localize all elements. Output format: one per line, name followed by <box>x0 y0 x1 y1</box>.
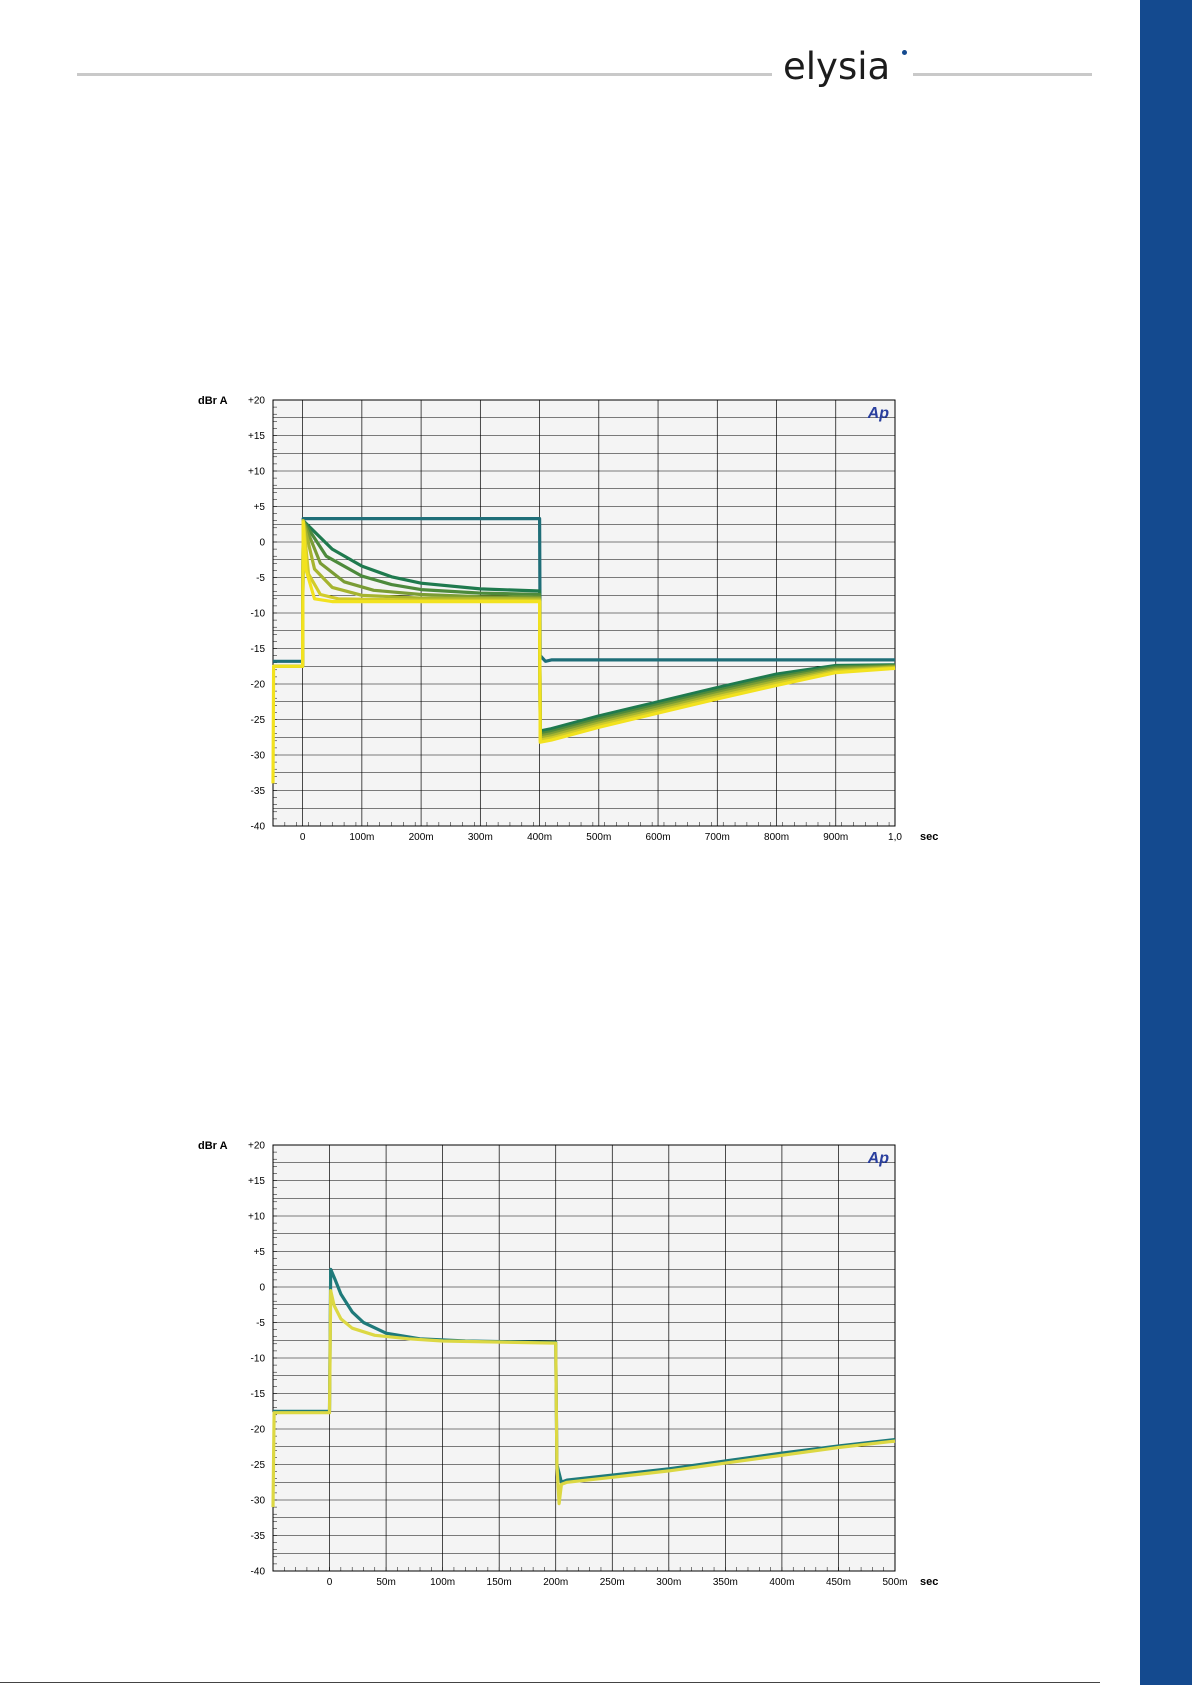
y-tick-label: -15 <box>251 1389 266 1400</box>
x-axis-label: sec <box>920 1576 938 1588</box>
x-tick-label: 600m <box>646 832 671 843</box>
chart-attack-release-500ms: +20 +15 +10 +5 0 -5 -10 -15 -20 -25 -30 -35 -40 0 50m 1… <box>198 1140 938 1588</box>
x-tick-label: 0 <box>300 832 306 843</box>
x-tick-label: 400m <box>527 832 552 843</box>
y-tick-label: +5 <box>254 1247 266 1258</box>
x-tick-label: 200m <box>543 1577 568 1588</box>
ap-logo-icon: Ap <box>867 405 890 422</box>
y-tick-label: -40 <box>251 822 266 833</box>
x-tick-label: 300m <box>468 832 493 843</box>
y-tick-label: +15 <box>248 1176 265 1187</box>
side-band <box>1140 0 1192 1685</box>
x-tick-label: 0 <box>327 1577 333 1588</box>
y-tick-label: -15 <box>251 644 266 655</box>
y-tick-label: -20 <box>251 680 266 691</box>
plot-frame <box>272 399 896 827</box>
x-tick-label: 450m <box>826 1577 851 1588</box>
x-tick-label: 1,0 <box>888 832 902 843</box>
x-axis-label: sec <box>920 831 938 843</box>
y-tick-label: -10 <box>251 609 266 620</box>
series-line-6 <box>271 520 896 784</box>
y-tick-label: -5 <box>256 573 265 584</box>
y-axis-label: dBr A <box>198 395 228 407</box>
x-tick-label: 300m <box>656 1577 681 1588</box>
y-tick-label: -25 <box>251 1460 266 1471</box>
y-axis-label: dBr A <box>198 1140 228 1152</box>
series-line-1 <box>273 519 896 733</box>
x-tick-label: 50m <box>376 1577 395 1588</box>
y-tick-label: -35 <box>251 1531 266 1542</box>
x-tick-label: 100m <box>430 1577 455 1588</box>
y-tick-label: +5 <box>254 502 266 513</box>
x-tick-label: 150m <box>487 1577 512 1588</box>
x-tick-label: 800m <box>764 832 789 843</box>
y-tick-label: 0 <box>259 1283 265 1294</box>
x-tick-label: 100m <box>349 832 374 843</box>
x-tick-label: 400m <box>769 1577 794 1588</box>
y-tick-label: -10 <box>251 1354 266 1365</box>
y-tick-label: -40 <box>251 1567 266 1578</box>
x-tick-label: 900m <box>823 832 848 843</box>
y-tick-label: +15 <box>248 431 265 442</box>
ap-logo-icon: Ap <box>867 1150 890 1167</box>
y-tick-label: 0 <box>259 538 265 549</box>
plot-frame <box>272 1144 896 1572</box>
x-tick-label: 350m <box>713 1577 738 1588</box>
y-tick-label: +10 <box>248 1212 265 1223</box>
x-tick-label: 200m <box>409 832 434 843</box>
y-tick-label: -30 <box>251 1496 266 1507</box>
x-tick-label: 500m <box>586 832 611 843</box>
y-tick-label: -20 <box>251 1425 266 1436</box>
y-tick-label: +10 <box>248 467 265 478</box>
logo-dot-icon <box>902 50 907 55</box>
chart-attack-release-1s: +20 +15 +10 +5 0 -5 -10 -15 -20 -25 -30 -35 -40 0 100m… <box>198 395 938 843</box>
series-line-2 <box>273 519 896 736</box>
x-tick-label: 250m <box>600 1577 625 1588</box>
x-tick-label: 500m <box>882 1577 907 1588</box>
y-tick-label: +20 <box>248 396 265 407</box>
y-tick-label: -35 <box>251 786 266 797</box>
x-tick-label: 700m <box>705 832 730 843</box>
y-tick-label: +20 <box>248 1141 265 1152</box>
y-tick-label: -5 <box>256 1318 265 1329</box>
header-rule-left <box>77 73 772 76</box>
y-tick-label: -25 <box>251 715 266 726</box>
brand-logo: elysia <box>783 45 891 88</box>
y-tick-label: -30 <box>251 751 266 762</box>
series-line-1 <box>271 1289 896 1508</box>
footer-rule <box>0 1682 1100 1683</box>
header-rule-right <box>913 73 1092 76</box>
